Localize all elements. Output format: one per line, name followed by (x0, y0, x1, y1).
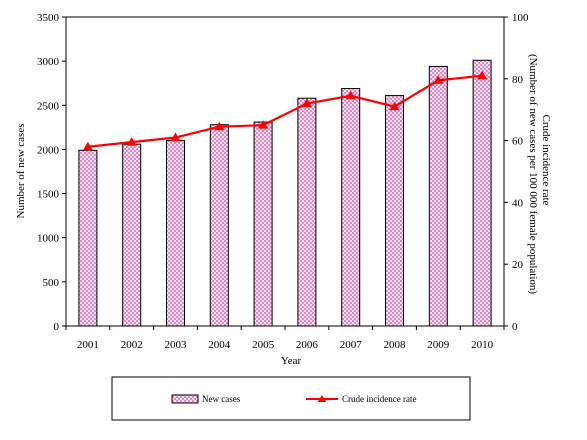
legend: New cases Crude incidence rate (111, 376, 471, 421)
x-axis: 2001 2002 2003 2004 2005 2006 2007 2008 2009 2010 (65, 326, 505, 351)
bar-2004 (209, 124, 229, 327)
bar-2007 (341, 88, 361, 327)
y-left-tick-label-500: 500 (43, 277, 60, 289)
x-tick-label-2001: 2001 (77, 339, 99, 351)
rate-line (87, 74, 483, 148)
rate-marker-2004 (214, 121, 225, 131)
rate-marker-2003 (170, 132, 181, 142)
y-right-tick-label-80: 80 (512, 74, 524, 86)
x-tick-label-2003: 2003 (165, 339, 188, 351)
y-left-tick-label-0: 0 (54, 321, 60, 333)
rate-marker-2005 (258, 120, 269, 129)
y-axis-right: 0 20 40 60 80 100 (504, 12, 529, 333)
y-right-tick-label-60: 60 (512, 136, 524, 148)
y-axis-right-title-line2: (Number of new cases per 100 000 female … (527, 54, 539, 294)
rate-marker-2008 (389, 101, 400, 111)
y-left-tick-label-1000: 1000 (37, 233, 60, 245)
y-right-tick-label-40: 40 (512, 197, 524, 209)
bar-2006 (297, 97, 317, 327)
rate-marker-2009 (433, 75, 444, 84)
x-tick-label-2005: 2005 (252, 339, 275, 351)
y-left-tick-label-3000: 3000 (37, 56, 60, 68)
legend-label-new-cases: New cases (202, 394, 241, 404)
bar-2003 (166, 140, 185, 327)
y-axis-left-title: Number of new cases (15, 124, 27, 219)
y-right-tick-label-20: 20 (512, 259, 524, 271)
bar-2001 (78, 149, 98, 327)
rate-marker-2006 (301, 98, 312, 108)
x-axis-title: Year (281, 355, 302, 367)
bar-2009 (428, 65, 448, 327)
x-tick-label-2010: 2010 (471, 339, 494, 351)
x-tick-label-2004: 2004 (208, 339, 231, 351)
rate-marker-2007 (345, 90, 356, 100)
bar-series-new-cases (78, 59, 492, 327)
y-left-tick-label-2000: 2000 (37, 144, 60, 156)
legend-label-crude-incidence-rate: Crude incidence rate (342, 394, 416, 404)
rate-marker-2002 (126, 137, 137, 146)
y-left-tick-label-2500: 2500 (37, 100, 60, 112)
x-tick-label-2009: 2009 (427, 339, 450, 351)
y-right-tick-label-100: 100 (512, 12, 529, 24)
x-tick-label-2002: 2002 (121, 339, 143, 351)
x-tick-label-2006: 2006 (296, 339, 319, 351)
bar-2008 (385, 95, 404, 327)
y-axis-left: 0 500 1000 1500 2000 2500 3000 3500 (37, 12, 66, 333)
y-left-tick-label-3500: 3500 (37, 12, 60, 24)
rate-marker-2010 (477, 70, 488, 80)
x-tick-label-2008: 2008 (384, 339, 407, 351)
rate-marker-2001 (82, 141, 93, 151)
bar-2005 (253, 121, 273, 327)
bar-2002 (122, 143, 142, 327)
y-axis-right-title-line1: Crude incidence rate (540, 114, 552, 205)
bar-2010 (472, 59, 492, 327)
x-tick-label-2007: 2007 (340, 339, 363, 351)
y-right-tick-label-0: 0 (512, 321, 518, 333)
legend-swatch-new-cases (171, 394, 199, 404)
y-left-tick-label-1500: 1500 (37, 189, 60, 201)
legend-swatch-marker (317, 395, 327, 402)
line-series-crude-incidence-rate (82, 70, 488, 151)
